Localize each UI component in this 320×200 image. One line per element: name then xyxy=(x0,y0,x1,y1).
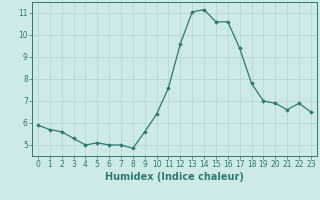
X-axis label: Humidex (Indice chaleur): Humidex (Indice chaleur) xyxy=(105,172,244,182)
